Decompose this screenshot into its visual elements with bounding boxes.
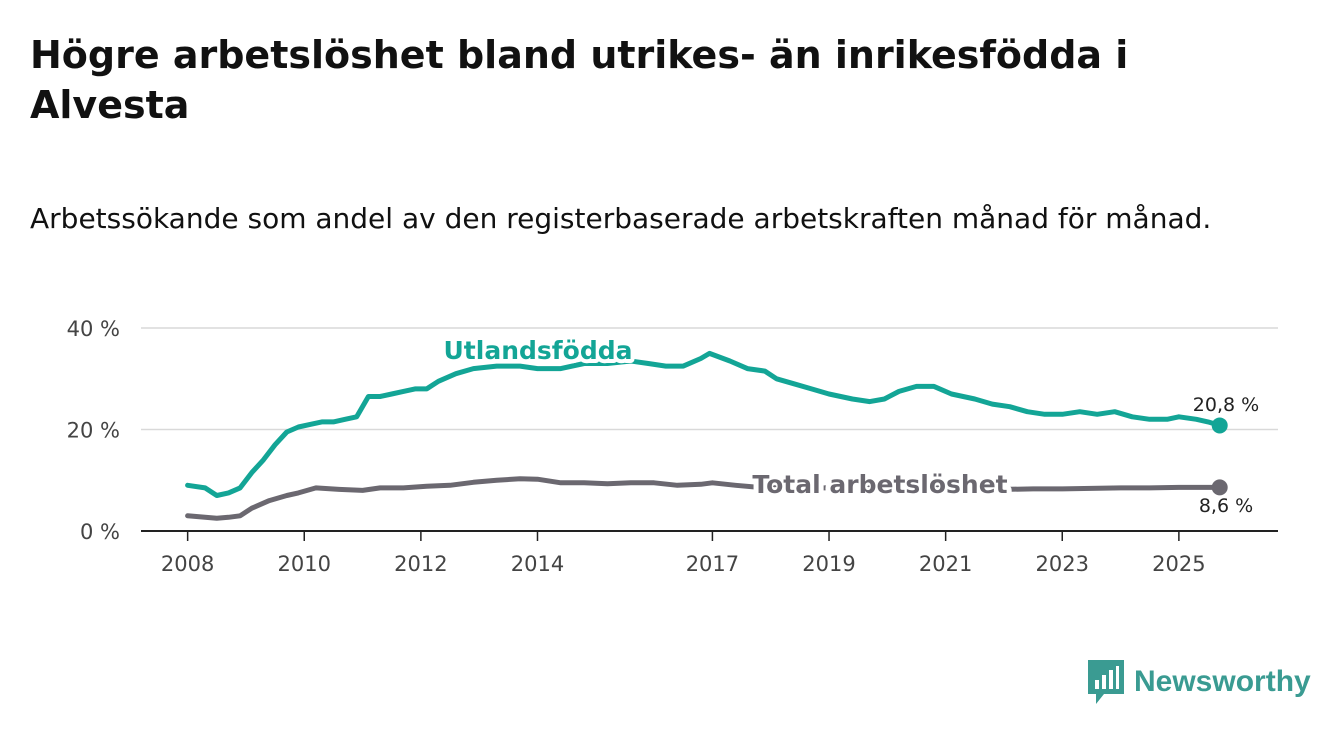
x-tick-label: 2019 (802, 552, 855, 576)
x-tick-label: 2023 (1036, 552, 1089, 576)
x-tick-label: 2010 (278, 552, 331, 576)
newsworthy-logo: Newsworthy (1088, 660, 1311, 704)
brand-name: Newsworthy (1134, 665, 1311, 698)
x-tick-label: 2012 (394, 552, 447, 576)
series-line-utlandsfodda (185, 350, 1223, 498)
series-label-total: Total arbetslöshet (752, 470, 1007, 499)
chart-title: Högre arbetslöshet bland utrikes- än inr… (30, 33, 1129, 127)
chart-subtitle: Arbetssökande som andel av den registerb… (30, 202, 1212, 235)
y-tick-label: 40 % (67, 317, 120, 341)
x-tick-label: 2017 (686, 552, 739, 576)
x-tick-label: 2025 (1152, 552, 1205, 576)
series-end-point (1211, 417, 1228, 434)
end-value-total: 8,6 % (1199, 495, 1253, 517)
series-line-total (185, 476, 1223, 521)
series-label-utlandsfodda: Utlandsfödda (444, 336, 633, 365)
x-tick-label: 2021 (919, 552, 972, 576)
x-tick-label: 2008 (161, 552, 214, 576)
line-chart: 0 % 20 % 40 % 2008 2010 2012 2014 2017 2019 2021… (67, 317, 1278, 576)
gridlines: 0 % 20 % 40 % (67, 317, 1278, 544)
newsworthy-logo-icon (1088, 660, 1124, 704)
annotations: Utlandsfödda Total arbetslöshet 20,8 % 8,6 … (440, 332, 1260, 517)
series-end-point (1211, 479, 1228, 496)
y-tick-label: 0 % (80, 520, 120, 544)
series-lines (185, 350, 1228, 521)
x-tick-label: 2014 (511, 552, 564, 576)
x-axis: 2008 2010 2012 2014 2017 2019 2021 2023 2025 (141, 530, 1278, 576)
end-value-utlandsfodda: 20,8 % (1193, 394, 1259, 416)
y-tick-label: 20 % (67, 419, 120, 443)
